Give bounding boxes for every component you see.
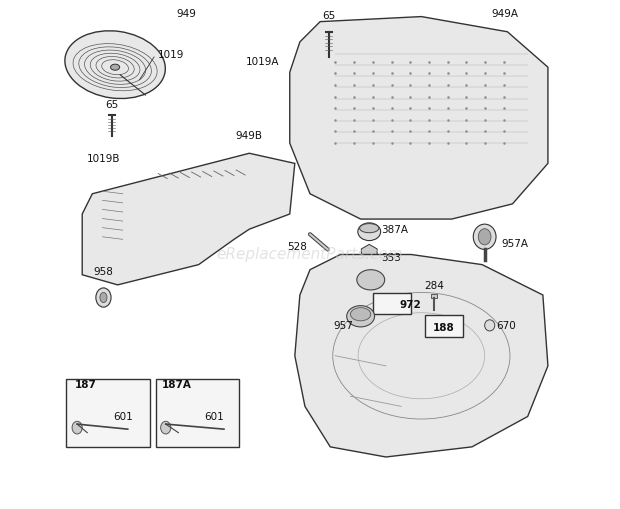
Text: 187: 187 [75,380,97,389]
Ellipse shape [72,421,82,434]
Ellipse shape [485,320,495,331]
Text: 353: 353 [381,253,401,263]
Text: 188: 188 [433,323,454,333]
Text: 1019A: 1019A [246,57,280,67]
Ellipse shape [473,224,496,249]
Polygon shape [82,153,295,285]
Bar [425,315,463,336]
Ellipse shape [357,270,384,290]
Text: 187A: 187A [162,380,192,389]
Ellipse shape [100,293,107,302]
Polygon shape [290,17,548,219]
Ellipse shape [360,223,379,233]
Text: 670: 670 [496,321,516,331]
Ellipse shape [350,307,371,321]
Text: 958: 958 [94,267,113,277]
Bar [373,293,410,314]
Text: 65: 65 [105,100,118,110]
Bar [156,379,239,447]
Text: 1019B: 1019B [87,154,121,164]
Text: 957A: 957A [502,239,528,249]
Text: 949: 949 [176,9,196,19]
Text: 601: 601 [204,412,224,422]
Ellipse shape [478,229,491,245]
Text: 284: 284 [424,281,444,291]
Text: eReplacementParts.com: eReplacementParts.com [216,247,404,262]
Text: 601: 601 [113,412,133,422]
Text: 387A: 387A [381,225,408,235]
Ellipse shape [96,288,111,307]
Text: 528: 528 [288,242,308,252]
Text: 1019: 1019 [158,49,185,60]
Text: 949B: 949B [236,131,263,140]
Ellipse shape [110,64,120,70]
Text: 957: 957 [333,321,353,331]
Bar [431,295,437,298]
Polygon shape [295,254,548,457]
Ellipse shape [347,305,374,327]
Text: 65: 65 [322,11,335,21]
Text: 949A: 949A [492,9,518,19]
Ellipse shape [358,223,381,241]
Text: 972: 972 [399,300,421,310]
Ellipse shape [161,421,171,434]
Ellipse shape [65,31,166,99]
Bar [66,379,149,447]
